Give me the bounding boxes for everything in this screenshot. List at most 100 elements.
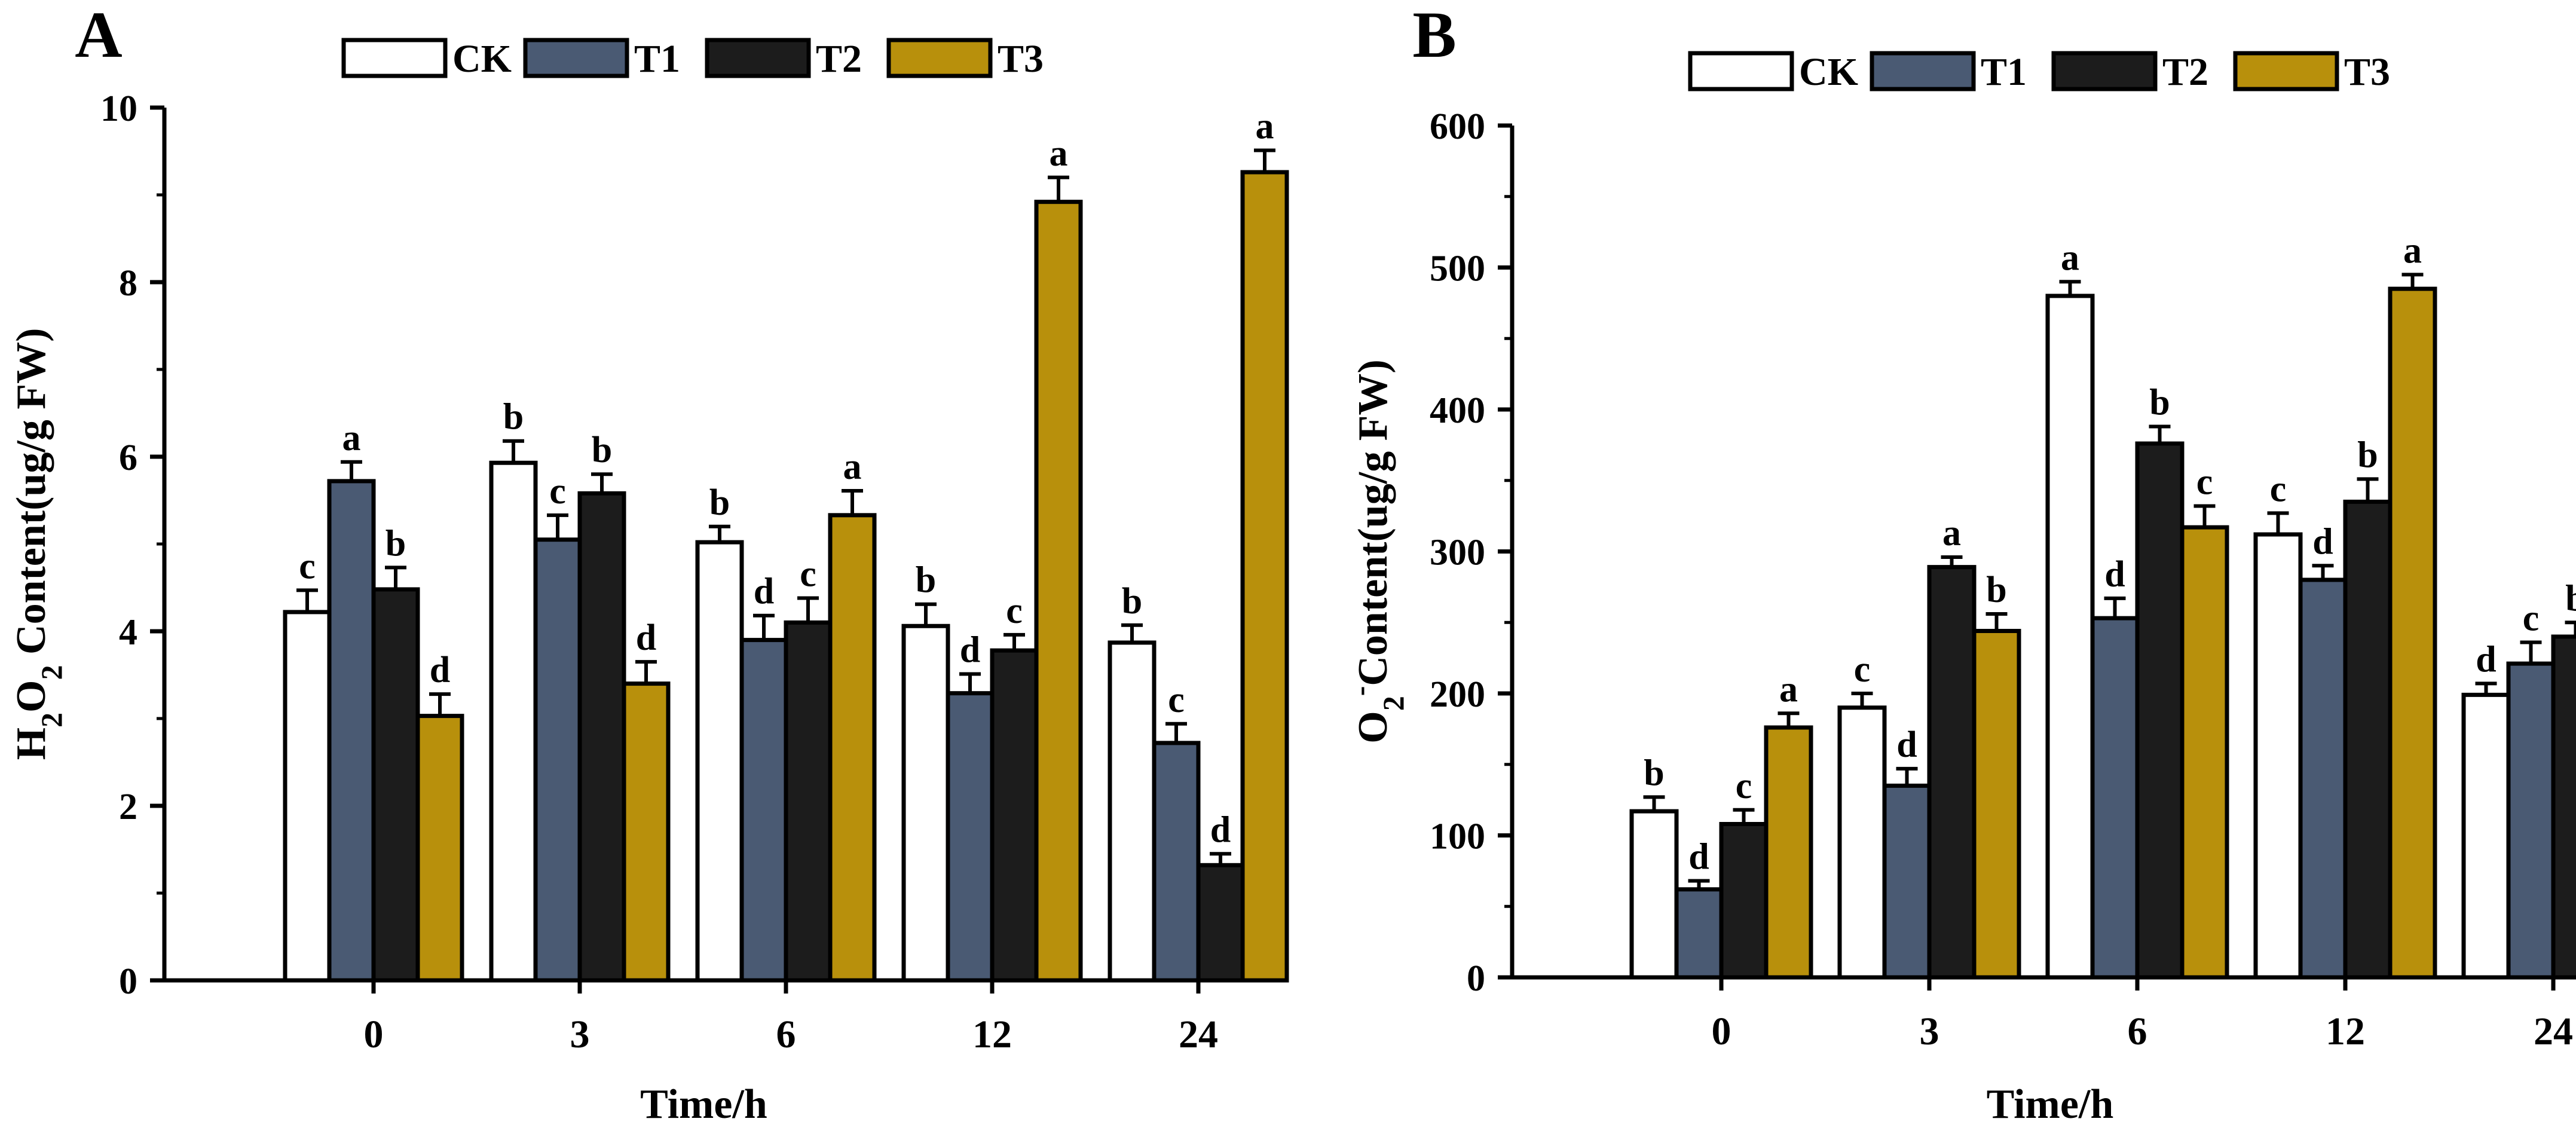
legend-label: CK	[452, 37, 512, 81]
significance-letter: d	[2104, 554, 2125, 595]
y-axis-title-part: Content(ug/g FW)	[8, 328, 54, 665]
legend-label: T3	[998, 37, 1044, 81]
legend: CK T1 T2 T3	[341, 37, 1044, 81]
y-tick-label: 0	[1467, 958, 1485, 999]
significance-letter: a	[1942, 513, 1961, 554]
significance-letter: d	[1896, 725, 1917, 765]
significance-letter: c	[299, 546, 316, 586]
bar	[2180, 525, 2229, 980]
y-axis-title-part: 2	[35, 713, 68, 728]
significance-letter: a	[1050, 133, 1068, 174]
bar	[1882, 783, 1932, 980]
y-tick-label: 400	[1430, 390, 1485, 431]
bar	[622, 681, 671, 983]
significance-letter: d	[636, 618, 656, 658]
legend-swatch	[1688, 51, 1794, 91]
y-axis-title: O2-Content(ug/g FW)	[1343, 359, 1410, 743]
significance-letter: d	[960, 630, 980, 671]
bar	[2090, 616, 2140, 980]
legend-label: T2	[816, 37, 862, 81]
bar	[901, 623, 950, 983]
significance-letter: b	[592, 430, 612, 470]
legend-swatch	[705, 38, 811, 78]
legend-swatch	[1870, 51, 1976, 91]
y-axis-title-part: O	[8, 680, 54, 712]
bar	[489, 460, 538, 983]
bar	[2298, 577, 2348, 980]
significance-letter: d	[2312, 521, 2333, 562]
legend-swatch	[341, 38, 448, 78]
x-tick-label: 0	[364, 1013, 384, 1056]
significance-letter: b	[916, 560, 936, 601]
significance-letter: a	[342, 418, 361, 459]
y-tick-label: 8	[119, 263, 137, 304]
bar	[2343, 499, 2393, 980]
significance-letter: c	[1854, 649, 1871, 690]
bar	[577, 491, 626, 983]
bar	[990, 648, 1039, 983]
significance-letter: a	[2403, 230, 2422, 271]
y-axis-title: H2O2 Content(ug/g FW)	[8, 328, 68, 760]
y-tick-label: 600	[1430, 106, 1485, 147]
significance-letter: c	[1736, 766, 1752, 806]
legend-label: T1	[1981, 50, 2027, 94]
significance-letter: b	[1986, 570, 2006, 610]
significance-letter: b	[2357, 435, 2378, 475]
bar	[1196, 863, 1245, 983]
significance-letter: b	[1644, 753, 1664, 793]
bar	[2506, 661, 2556, 980]
y-tick-label: 2	[119, 787, 137, 827]
significance-letter: a	[1779, 669, 1798, 710]
legend: CK T1 T2 T3	[1688, 50, 2390, 94]
significance-letter: b	[709, 482, 730, 523]
panel-label: B	[1412, 0, 1456, 71]
y-axis-title-part: 2	[1376, 696, 1410, 711]
chart-panel-b: BCKT1T2T3bdca0cdab3adbc6cdba12dcba240100…	[1343, 0, 2576, 1127]
significance-letter: d	[1688, 837, 1709, 878]
significance-letter: c	[2523, 598, 2540, 639]
bar	[1240, 170, 1289, 983]
y-axis-title-part: 2	[35, 665, 68, 680]
y-tick-label: 4	[119, 612, 137, 653]
bar	[1719, 822, 1769, 980]
significance-letter: b	[1122, 581, 1142, 622]
significance-letter: a	[843, 447, 862, 487]
legend-label: T2	[2162, 50, 2208, 94]
significance-letter: b	[386, 523, 406, 564]
x-tick-label: 24	[1179, 1013, 1218, 1056]
x-tick-label: 6	[2128, 1010, 2147, 1053]
significance-letter: c	[800, 554, 816, 595]
bar	[1674, 887, 1724, 980]
significance-letter: c	[2270, 469, 2287, 509]
x-tick-label: 12	[2326, 1010, 2365, 1053]
bar	[828, 513, 877, 983]
bar	[1629, 809, 1679, 980]
bar	[1108, 640, 1157, 983]
legend-label: T1	[634, 37, 680, 81]
bar	[2388, 286, 2437, 980]
legend-label: T3	[2344, 50, 2390, 94]
x-tick-label: 0	[1712, 1010, 1731, 1053]
x-axis-title: Time/h	[1987, 1081, 2114, 1127]
bar	[784, 620, 833, 983]
x-tick-label: 12	[972, 1013, 1012, 1056]
y-axis-title-part: -	[1343, 686, 1376, 696]
y-axis-title-part: O	[1350, 711, 1396, 743]
significance-letter: d	[1210, 809, 1231, 850]
significance-letter: c	[1168, 680, 1185, 720]
bar	[2253, 532, 2303, 980]
bar	[946, 691, 995, 983]
significance-letter: d	[430, 650, 450, 690]
legend-label: CK	[1799, 50, 1858, 94]
y-axis-title-part: Content(ug/g FW)	[1350, 359, 1396, 686]
legend-swatch	[523, 38, 629, 78]
bar	[1034, 200, 1083, 983]
significance-letter: a	[1256, 106, 1274, 147]
bar	[2135, 441, 2185, 980]
significance-letter: b	[2149, 383, 2170, 423]
y-tick-label: 10	[100, 88, 137, 129]
significance-letter: c	[1006, 591, 1023, 631]
bar	[739, 638, 788, 983]
